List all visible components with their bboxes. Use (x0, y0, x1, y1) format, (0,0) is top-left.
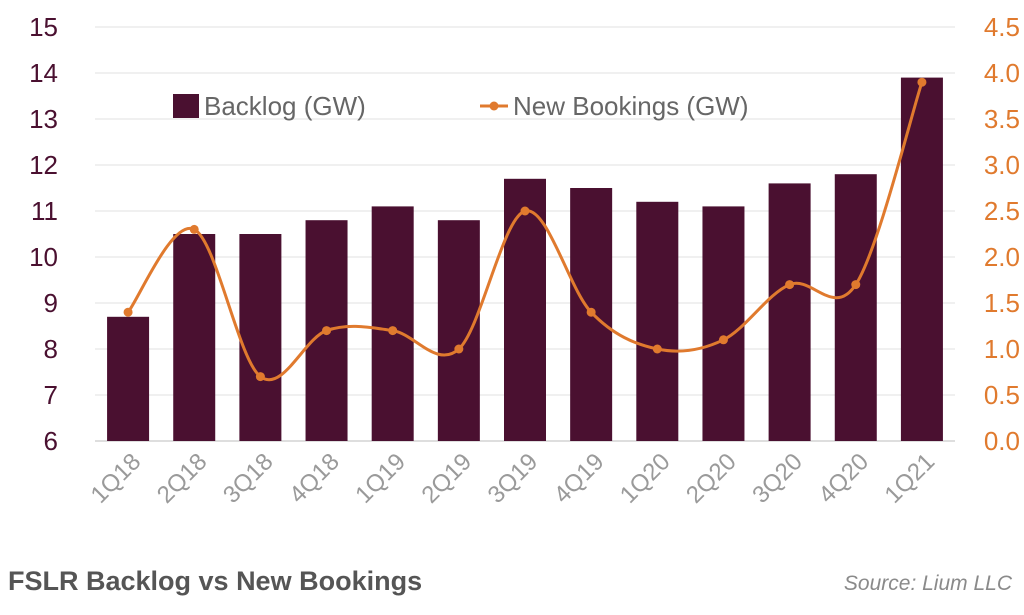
backlog-bar (636, 201, 679, 441)
new-bookings-point (123, 307, 133, 317)
x-axis: 1Q18 2Q18 3Q18 4Q18 1Q19 2Q19 3Q19 4Q19 1Q20 2Q20… (86, 448, 940, 509)
new-bookings-point (189, 224, 199, 234)
new-bookings-point (520, 206, 530, 216)
backlog-bar (239, 234, 282, 441)
legend: Backlog (GW) New Bookings (GW) (173, 91, 749, 121)
legend-marker-bookings (489, 101, 499, 111)
right-y-tick-label: 1.0 (984, 334, 1020, 364)
chart: 6 7 8 9 10 11 12 13 14 15 0.0 0.5 1.0 1.5 2.0 2.5 3.0 3.… (29, 12, 1020, 509)
new-bookings-point (785, 280, 795, 290)
left-y-tick-label: 7 (44, 380, 58, 410)
right-y-tick-label: 2.0 (984, 242, 1020, 272)
backlog-bar (834, 174, 877, 441)
x-tick-label: 4Q18 (284, 448, 345, 509)
right-y-tick-label: 4.5 (984, 12, 1020, 42)
left-y-tick-label: 11 (31, 196, 58, 226)
x-tick-label: 4Q20 (813, 448, 874, 509)
x-tick-label: 2Q18 (152, 448, 213, 509)
x-tick-label: 3Q18 (218, 448, 279, 509)
chart-caption: FSLR Backlog vs New Bookings (8, 566, 423, 596)
left-y-tick-label: 6 (44, 426, 58, 456)
left-y-tick-label: 9 (44, 288, 58, 318)
right-y-tick-label: 4.0 (984, 58, 1020, 88)
x-tick-label: 4Q19 (549, 448, 610, 509)
x-tick-label: 1Q21 (880, 448, 941, 509)
backlog-bar (504, 178, 546, 442)
backlog-bar (702, 206, 745, 441)
left-y-tick-label: 12 (29, 150, 58, 180)
x-tick-label: 2Q20 (681, 448, 742, 509)
right-y-tick-label: 2.5 (984, 196, 1020, 226)
x-tick-label: 1Q18 (86, 448, 147, 509)
x-tick-label: 1Q19 (350, 448, 411, 509)
right-y-axis: 0.0 0.5 1.0 1.5 2.0 2.5 3.0 3.5 4.0 4.5 (984, 12, 1020, 456)
new-bookings-point (388, 326, 398, 336)
new-bookings-point (322, 326, 332, 336)
left-y-tick-label: 8 (44, 334, 58, 364)
left-y-tick-label: 13 (29, 104, 58, 134)
backlog-bar (900, 77, 943, 441)
backlog-bars (107, 77, 943, 442)
right-y-tick-label: 3.5 (984, 104, 1020, 134)
backlog-bar (107, 316, 150, 441)
backlog-bar (371, 206, 414, 441)
new-bookings-point (917, 77, 927, 87)
new-bookings-point (586, 307, 596, 317)
new-bookings-point (718, 335, 728, 345)
x-tick-label: 2Q19 (416, 448, 477, 509)
x-tick-label: 3Q19 (483, 448, 544, 509)
backlog-bar (173, 234, 216, 441)
backlog-bar (437, 220, 480, 441)
source-note: Source: Lium LLC (843, 572, 1012, 595)
new-bookings-line (123, 77, 927, 382)
backlog-bar (768, 183, 811, 441)
legend-label-bookings: New Bookings (GW) (513, 91, 749, 121)
left-y-tick-label: 10 (29, 242, 58, 272)
new-bookings-point (454, 344, 464, 354)
new-bookings-point (255, 372, 265, 382)
new-bookings-point (851, 280, 861, 290)
left-y-tick-label: 14 (29, 58, 58, 88)
right-y-tick-label: 1.5 (984, 288, 1020, 318)
right-y-tick-label: 0.0 (984, 426, 1020, 456)
left-y-axis: 6 7 8 9 10 11 12 13 14 15 (29, 12, 58, 456)
legend-label-backlog: Backlog (GW) (204, 91, 366, 121)
right-y-tick-label: 3.0 (984, 150, 1020, 180)
new-bookings-point (652, 344, 662, 354)
x-tick-label: 1Q20 (615, 448, 676, 509)
x-tick-label: 3Q20 (747, 448, 808, 509)
left-y-tick-label: 15 (29, 12, 58, 42)
legend-swatch-backlog (173, 94, 199, 118)
right-y-tick-label: 0.5 (984, 380, 1020, 410)
